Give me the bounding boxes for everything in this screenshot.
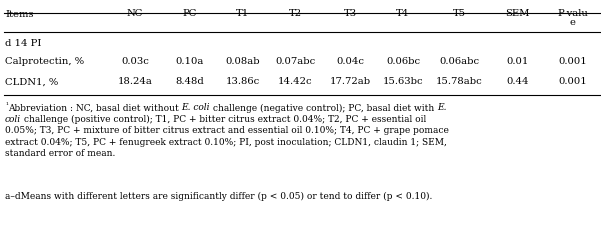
Text: SEM: SEM [505,10,529,18]
Text: ¹: ¹ [5,101,8,109]
Text: CLDN1, %: CLDN1, % [5,77,58,86]
Text: extract 0.04%; T5, PC + fenugreek extract 0.10%; PI, post inoculation; CLDN1, cl: extract 0.04%; T5, PC + fenugreek extrac… [5,137,447,146]
Text: 0.44: 0.44 [506,77,529,86]
Text: P-valu: P-valu [558,9,588,18]
Text: a–dMeans with different letters are significantly differ (p < 0.05) or tend to d: a–dMeans with different letters are sign… [5,191,432,200]
Text: 0.04c: 0.04c [337,57,364,66]
Text: 0.001: 0.001 [558,77,587,86]
Text: T3: T3 [344,10,357,18]
Text: Calprotectin, %: Calprotectin, % [5,57,84,66]
Text: 15.78abc: 15.78abc [436,77,483,86]
Text: E. coli: E. coli [182,103,210,112]
Text: coli: coli [5,114,21,123]
Text: 0.001: 0.001 [558,57,587,66]
Text: challenge (negative control); PC, basal diet with: challenge (negative control); PC, basal … [210,103,437,112]
Text: 18.24a: 18.24a [118,77,153,86]
Text: NC: NC [127,10,143,18]
Text: T1: T1 [236,10,249,18]
Text: E.: E. [437,103,447,112]
Text: 0.07abc: 0.07abc [275,57,316,66]
Text: Items: Items [5,10,34,19]
Text: T5: T5 [453,10,466,18]
Text: 8.48d: 8.48d [175,77,204,86]
Text: 0.05%; T3, PC + mixture of bitter citrus extract and essential oil 0.10%; T4, PC: 0.05%; T3, PC + mixture of bitter citrus… [5,126,449,135]
Text: PC: PC [182,10,197,18]
Text: T2: T2 [289,10,302,18]
Text: 14.42c: 14.42c [278,77,313,86]
Text: standard error of mean.: standard error of mean. [5,149,115,158]
Text: T4: T4 [397,10,410,18]
Text: challenge (positive control); T1, PC + bitter citrus extract 0.04%; T2, PC + ess: challenge (positive control); T1, PC + b… [21,114,426,123]
Text: 0.08ab: 0.08ab [225,57,260,66]
Text: 17.72ab: 17.72ab [330,77,371,86]
Text: e: e [570,18,576,27]
Text: d 14 PI: d 14 PI [5,39,41,48]
Text: 13.86c: 13.86c [225,77,260,86]
Text: 0.01: 0.01 [506,57,529,66]
Text: 0.06bc: 0.06bc [386,57,420,66]
Text: 0.03c: 0.03c [121,57,149,66]
Text: Abbreviation : NC, basal diet without: Abbreviation : NC, basal diet without [8,103,182,112]
Text: 0.06abc: 0.06abc [439,57,479,66]
Text: 15.63bc: 15.63bc [383,77,423,86]
Text: 0.10a: 0.10a [175,57,204,66]
